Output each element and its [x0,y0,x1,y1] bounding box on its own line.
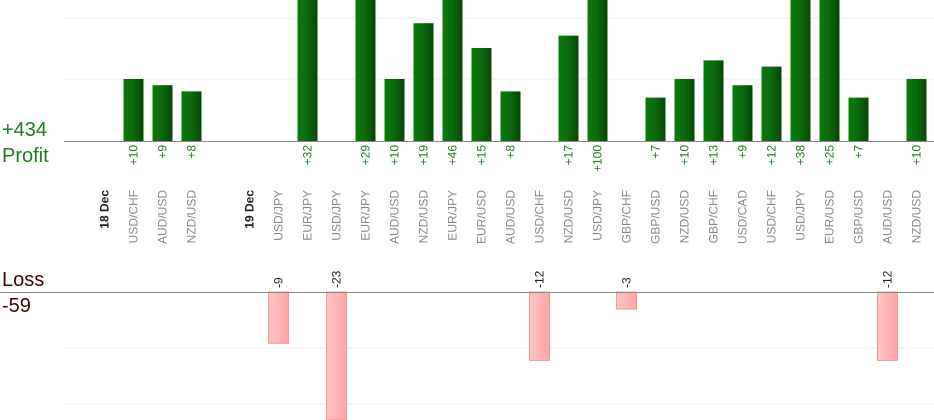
category-label: AUD/USD [881,190,895,244]
category-label: GBP/USD [852,190,866,244]
category-label: NZD/USD [562,190,576,244]
profit-bar [181,91,202,141]
profit-bar [500,91,521,141]
profit-value-label: +100 [591,145,605,172]
category-label: AUD/USD [156,190,170,244]
category-label: USD/CHF [127,190,141,243]
profit-value-label: +12 [765,145,779,166]
profit-value-label: +13 [707,145,721,166]
profit-bar [471,48,492,141]
category-label: NZD/USD [910,190,924,244]
profit-value-label: +8 [504,145,518,159]
profit-bar [674,79,695,141]
profit-value-label: +7 [649,145,663,159]
category-label: EUR/USD [823,190,837,244]
profit-bar [761,66,782,141]
profit-value-label: +10 [127,145,141,166]
loss-bar [529,291,550,361]
profit-value-label: +15 [475,145,489,166]
profit-bar [442,0,463,141]
profit-bar [152,85,173,141]
category-label: USD/JPY [330,190,344,241]
profit-value-label: +7 [852,145,866,159]
profit-value-label: +32 [301,145,315,166]
profit-bar [297,0,318,141]
profit-label: Profit [2,145,49,167]
profit-value-label: +9 [156,145,170,159]
profit-value-label: +46 [446,145,460,166]
category-label: EUR/JPY [446,190,460,241]
profit-value-label: +8 [185,145,199,159]
category-label: EUR/USD [475,190,489,244]
profit-value-label: +19 [417,145,431,166]
category-label: USD/CHF [765,190,779,243]
loss-bar [877,291,898,361]
date-label: 18 Dec [98,190,112,229]
profit-bar [906,79,927,141]
loss-bar [268,291,289,344]
profit-total: +434 [2,119,48,141]
category-label: USD/CHF [533,190,547,243]
profit-value-label: +25 [823,145,837,166]
loss-value-label: -9 [272,277,286,288]
profit-value-label: +29 [359,145,373,166]
category-label: AUD/USD [504,190,518,244]
category-label: NZD/USD [417,190,431,244]
date-label: 19 Dec [243,190,257,229]
category-label: USD/JPY [794,190,808,241]
profit-value-label: +10 [910,145,924,166]
profit-bar [848,97,869,141]
profit-bar [123,79,144,141]
category-label: NZD/USD [185,190,199,244]
category-label: EUR/JPY [301,190,315,241]
category-label: GBP/CHF [620,190,634,243]
loss-value-label: -12 [881,270,895,288]
profit-bar [384,79,405,141]
loss-bar [616,291,637,310]
profit-bar [790,0,811,141]
loss-label: Loss [2,269,45,291]
profit-value-label: +38 [794,145,808,166]
profit-bar [413,23,434,142]
profit-value-label: +10 [678,145,692,166]
profit-bar [587,0,608,141]
profit-value-label: +10 [388,145,402,166]
profit-bar [645,97,666,141]
category-label: AUD/USD [388,190,402,244]
loss-value-label: -23 [330,270,344,288]
profit-value-label: +17 [562,145,576,166]
category-label: USD/JPY [272,190,286,241]
category-label: EUR/JPY [359,190,373,241]
loss-bar [326,291,347,420]
profit-bar [732,85,753,141]
profit-bar [703,60,724,141]
profit-bar [819,0,840,141]
category-label: USD/CAD [736,190,750,244]
category-label: NZD/USD [678,190,692,244]
category-label: USD/JPY [591,190,605,241]
profit-bar [355,0,376,141]
loss-total: -59 [2,295,31,317]
category-label: GBP/CHF [707,190,721,243]
loss-value-label: -12 [533,270,547,288]
profit-bar [558,35,579,141]
category-label: GBP/USD [649,190,663,244]
profit-value-label: +9 [736,145,750,159]
loss-value-label: -3 [620,277,634,288]
